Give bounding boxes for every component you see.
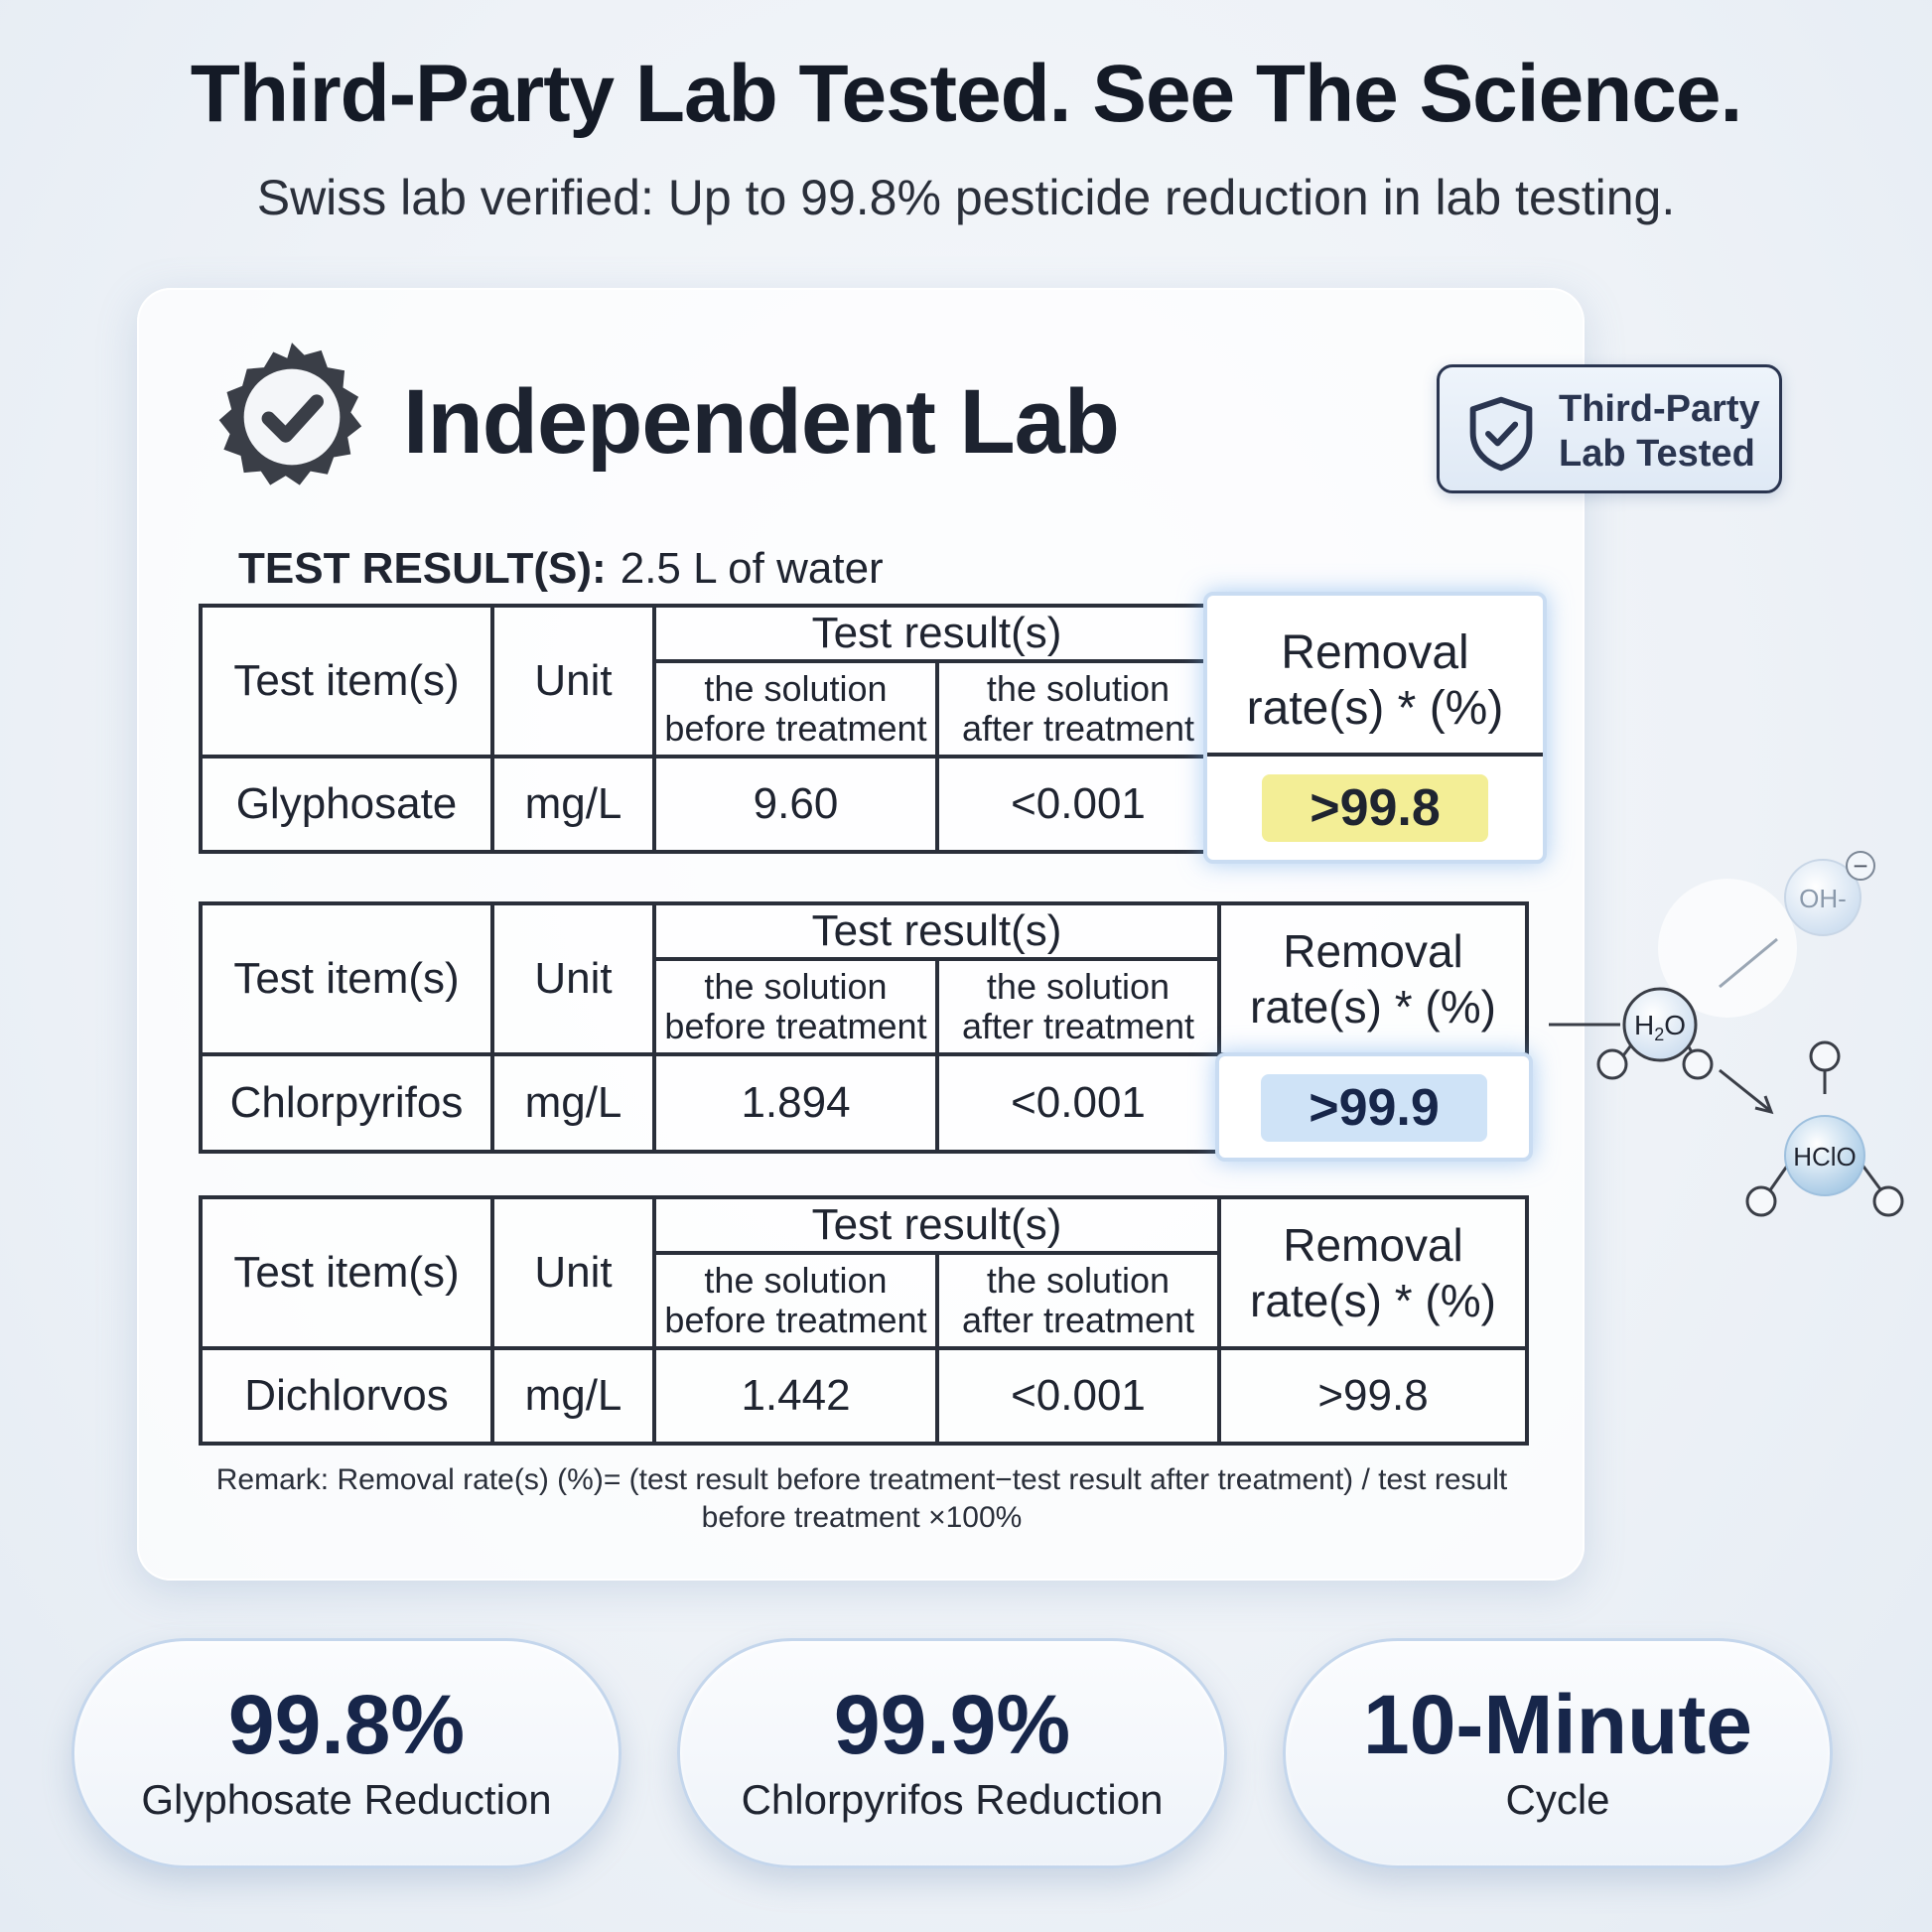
- header-test-item: Test item(s): [199, 901, 494, 1056]
- row-unit: mg/L: [490, 1052, 656, 1154]
- results-table-chlorpyrifos: Test item(s) Unit Test result(s) Removal…: [199, 901, 1529, 1154]
- remark-line-1: Remark: Removal rate(s) (%)= (test resul…: [215, 1463, 1508, 1496]
- results-table-dichlorvos: Test item(s) Unit Test result(s) Removal…: [199, 1195, 1529, 1446]
- h2o-subscript: 2: [1654, 1025, 1664, 1044]
- remark-line-2: before treatment ×100%: [701, 1501, 1023, 1534]
- header-before: the solution before treatment: [652, 957, 939, 1056]
- third-party-badge: Third-Party Lab Tested: [1437, 364, 1782, 493]
- row-after: <0.001: [935, 1052, 1221, 1154]
- stat-glyphosate: 99.8% Glyphosate Reduction: [71, 1638, 621, 1868]
- row-unit: mg/L: [490, 1346, 656, 1446]
- badge-line-2: Lab Tested: [1559, 433, 1755, 475]
- row-before: 1.894: [652, 1052, 939, 1154]
- stat-cycle: 10-Minute Cycle: [1283, 1638, 1833, 1868]
- header-test-item: Test item(s): [199, 1195, 494, 1350]
- row-item: Glyphosate: [199, 755, 494, 854]
- header-after: the solution after treatment: [935, 659, 1221, 759]
- removal-header-line-1: Removal: [1281, 626, 1469, 679]
- row-unit: mg/L: [490, 755, 656, 854]
- hclo-label: HClO: [1793, 1142, 1857, 1172]
- subheadline: Swiss lab verified: Up to 99.8% pesticid…: [256, 170, 1676, 225]
- stat-value: 99.9%: [833, 1678, 1071, 1771]
- header-before: the solution before treatment: [652, 1251, 939, 1350]
- header-unit: Unit: [490, 901, 656, 1056]
- header-test-results: Test result(s): [652, 1195, 1221, 1255]
- header-test-results: Test result(s): [652, 901, 1221, 961]
- remark: Remark: Removal rate(s) (%)= (test resul…: [199, 1461, 1525, 1537]
- header-unit: Unit: [490, 604, 656, 759]
- stat-value: 10-Minute: [1362, 1678, 1753, 1771]
- header-test-results: Test result(s): [652, 604, 1221, 663]
- headline: Third-Party Lab Tested. See The Science.: [190, 49, 1743, 139]
- badge-line-1: Third-Party: [1559, 388, 1760, 430]
- test-result-volume: 2.5 L of water: [620, 544, 884, 593]
- row-before: 9.60: [652, 755, 939, 854]
- negative-charge-label: −: [1853, 851, 1867, 881]
- hclo-molecule: HClO: [1745, 1040, 1904, 1217]
- shield-check-icon: [1469, 396, 1533, 472]
- removal-header-line-2: rate(s) * (%): [1246, 682, 1504, 735]
- row-after: <0.001: [935, 755, 1221, 854]
- removal-value-chlorpyrifos: >99.9: [1261, 1074, 1487, 1142]
- oh-label: OH-: [1799, 884, 1847, 913]
- test-result-label: TEST RESULT(S): 2.5 L of water: [238, 544, 884, 594]
- stat-label: Cycle: [1505, 1776, 1610, 1823]
- removal-highlight-glyphosate: Removal rate(s) * (%) >99.8: [1203, 592, 1547, 864]
- row-removal: >99.8: [1217, 1346, 1529, 1446]
- svg-text:H2O: H2O: [1634, 1010, 1686, 1044]
- row-item: Dichlorvos: [199, 1346, 494, 1446]
- stat-label: Chlorpyrifos Reduction: [741, 1776, 1164, 1823]
- h2o-molecule: H2O: [1596, 987, 1714, 1080]
- h2o-h: H: [1634, 1010, 1654, 1040]
- row-item: Chlorpyrifos: [199, 1052, 494, 1154]
- stat-value: 99.8%: [227, 1678, 466, 1771]
- header-before: the solution before treatment: [652, 659, 939, 759]
- row-after: <0.001: [935, 1346, 1221, 1446]
- oh-ion: OH- −: [1784, 851, 1875, 936]
- molecule-diagram: OH- − H2O HClO: [1549, 851, 1904, 1217]
- header-test-item: Test item(s): [199, 604, 494, 759]
- header-after: the solution after treatment: [935, 1251, 1221, 1350]
- header-unit: Unit: [490, 1195, 656, 1350]
- stat-chlorpyrifos: 99.9% Chlorpyrifos Reduction: [677, 1638, 1227, 1868]
- header-after: the solution after treatment: [935, 957, 1221, 1056]
- test-result-heading: TEST RESULT(S):: [238, 544, 607, 593]
- removal-highlight-chlorpyrifos: >99.9: [1215, 1052, 1533, 1162]
- verified-seal-icon: [218, 343, 362, 485]
- removal-value-glyphosate: >99.8: [1262, 774, 1488, 842]
- card-title: Independent Lab: [403, 371, 1120, 473]
- row-before: 1.442: [652, 1346, 939, 1446]
- h2o-o: O: [1664, 1010, 1686, 1040]
- stat-label: Glyphosate Reduction: [141, 1776, 552, 1823]
